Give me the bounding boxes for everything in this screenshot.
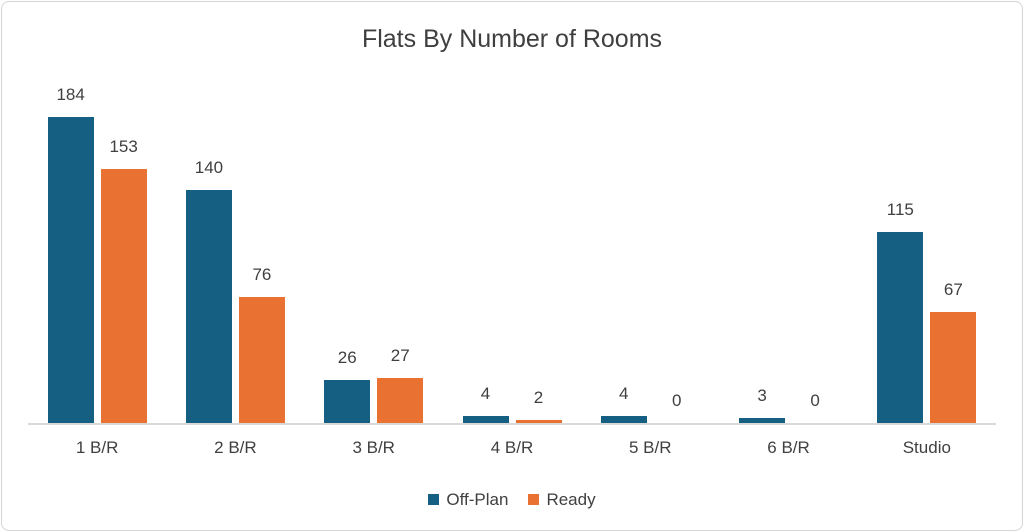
value-label-ready-5-b-r: 0 (672, 391, 682, 410)
legend-item-off-plan[interactable]: Off-Plan (428, 491, 508, 508)
value-label-ready-6-b-r: 0 (810, 391, 820, 410)
category-label-3-b-r: 3 B/R (352, 438, 395, 457)
value-label-ready-4-b-r: 2 (533, 388, 544, 407)
bar-ready-studio[interactable] (930, 312, 977, 423)
bar-off-plan-studio[interactable] (877, 232, 924, 423)
value-label-ready-2-b-r: 76 (252, 265, 272, 284)
bar-ready-1-b-r[interactable] (100, 169, 147, 423)
legend-label-ready: Ready (546, 490, 596, 509)
value-label-off-plan-5-b-r: 4 (619, 384, 629, 403)
bar-off-plan-6-b-r[interactable] (739, 418, 786, 423)
bar-off-plan-4-b-r[interactable] (462, 416, 509, 423)
value-label-ready-studio: 67 (943, 280, 963, 299)
legend-swatch-ready (528, 494, 540, 505)
legend-item-ready[interactable]: Ready (528, 490, 596, 509)
category-label-studio: Studio (902, 438, 951, 457)
legend: Off-Plan Ready (2, 491, 1022, 508)
bar-ready-2-b-r[interactable] (238, 297, 285, 423)
value-label-off-plan-2-b-r: 140 (194, 158, 224, 177)
bar-ready-4-b-r[interactable] (515, 420, 562, 423)
value-label-off-plan-studio: 115 (886, 200, 914, 219)
category-label-2-b-r: 2 B/R (214, 438, 257, 457)
bar-off-plan-3-b-r[interactable] (324, 380, 371, 423)
value-label-ready-3-b-r: 27 (390, 346, 410, 365)
bar-off-plan-1-b-r[interactable] (47, 117, 94, 423)
value-label-off-plan-6-b-r: 3 (757, 386, 767, 405)
legend-swatch-off-plan (428, 494, 440, 505)
bar-off-plan-5-b-r[interactable] (600, 416, 647, 423)
category-label-6-b-r: 6 B/R (767, 438, 810, 457)
legend-label-off-plan: Off-Plan (446, 490, 509, 509)
value-label-off-plan-4-b-r: 4 (480, 384, 491, 403)
value-label-ready-1-b-r: 153 (109, 137, 138, 156)
x-axis-category-labels: 1 B/R 2 B/R 3 B/R 4 B/R 5 B/R 6 B/R Studio (28, 439, 996, 456)
bar-ready-3-b-r[interactable] (377, 378, 424, 423)
value-label-off-plan-1-b-r: 184 (56, 85, 85, 104)
bar-off-plan-2-b-r[interactable] (185, 190, 232, 423)
chart-title: Flats By Number of Rooms (361, 25, 663, 53)
plot-area: 184 153 140 76 26 27 4 2 4 0 3 0 115 67 (28, 2, 996, 425)
value-label-off-plan-3-b-r: 26 (337, 348, 357, 367)
category-label-5-b-r: 5 B/R (629, 438, 672, 457)
category-label-1-b-r: 1 B/R (75, 438, 119, 457)
category-label-4-b-r: 4 B/R (490, 438, 534, 457)
